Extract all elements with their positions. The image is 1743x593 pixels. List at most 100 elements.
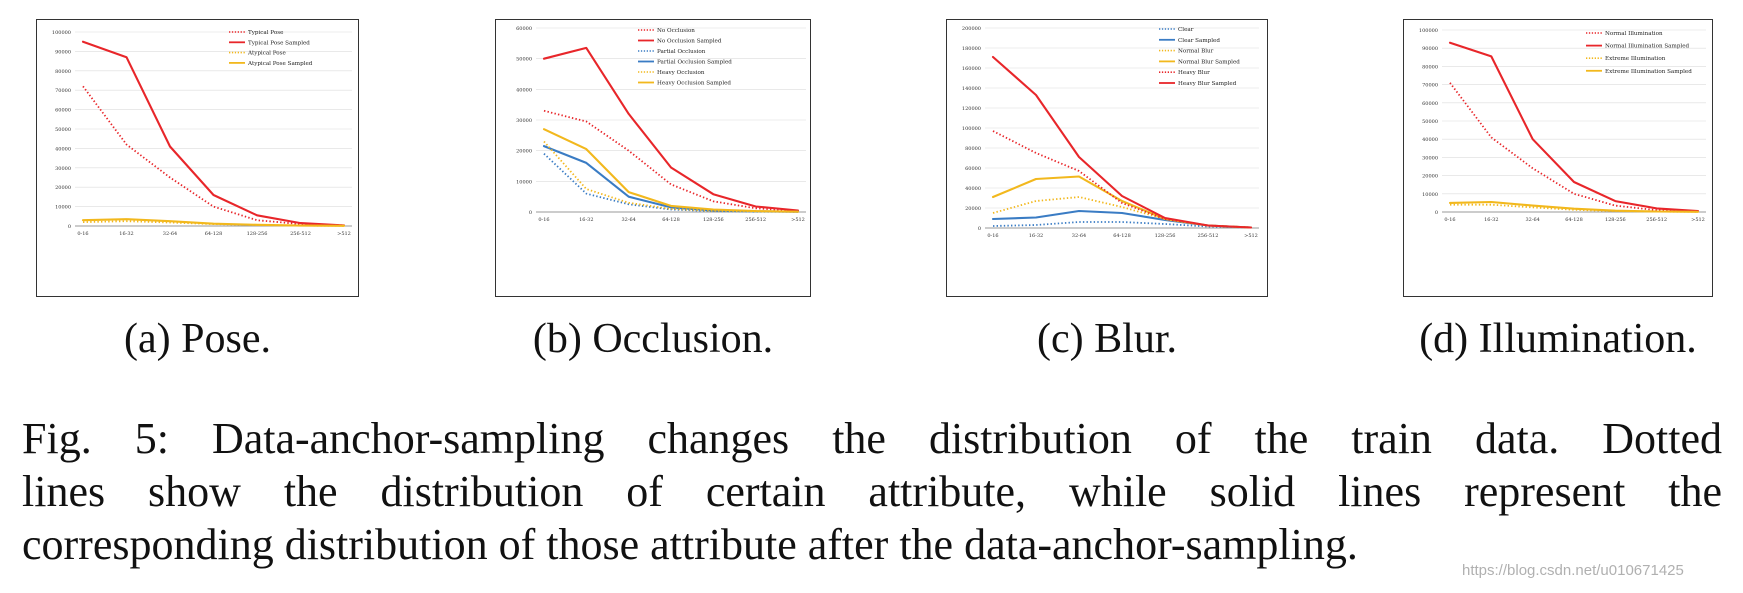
y-tick-label: 60000 [55,108,71,114]
x-tick-label: 128-256 [1155,233,1176,239]
x-tick-label: 0-16 [1444,217,1455,223]
x-tick-label: 256-512 [1198,233,1219,239]
x-tick-label: 256-512 [1646,217,1667,223]
y-tick-label: 200000 [962,26,981,32]
line-chart-illumination: 0 10000 20000 30000 40000 50000 60000 70000 8000… [1419,28,1706,223]
subcaption-occlusion: (b) Occlusion. [532,316,774,362]
legend-label: Normal Illumination [1605,31,1663,37]
series-line [81,218,346,227]
x-tick-label: >512 [1691,217,1705,223]
series-line [991,55,1253,229]
x-tick-label: 0-16 [77,231,88,237]
y-tick-label: 0 [1435,210,1438,216]
chart-panel-illumination: 0 10000 20000 30000 40000 50000 60000 70000 8000… [1403,19,1713,297]
x-tick-label: 16-32 [119,231,133,237]
y-tick-label: 100000 [52,30,71,36]
x-tick-label: 0-16 [538,217,549,223]
series-line [543,109,799,212]
y-tick-label: 70000 [55,88,71,94]
x-tick-label: 64-128 [1113,233,1131,239]
x-tick-label: 16-32 [1484,217,1498,223]
watermark: https://blog.csdn.net/u010671425 [1462,562,1684,579]
subcaption-blur: (c) Blur. [1037,316,1177,362]
x-tick-label: 0-16 [987,233,998,239]
caption-line: lines show the distribution of certain a… [22,467,1722,516]
legend-label: Typical Pose [248,30,284,36]
gridlines [75,31,352,227]
series-line [1448,41,1700,213]
gridlines [536,27,806,213]
x-tick-label: 32-64 [163,231,177,237]
legend-label: Extreme Illumination Sampled [1605,69,1692,75]
y-tick-label: 50000 [1422,119,1438,125]
x-tick-label: 16-32 [1029,233,1043,239]
legend-label: Heavy Blur [1178,70,1210,76]
legend-label: Atypical Pose [247,51,287,57]
y-tick-label: 0 [529,210,532,216]
legend-label: Atypical Pose Sampled [247,61,313,67]
legend-label: Normal Blur [1178,49,1214,55]
y-tick-label: 90000 [55,49,71,55]
subcaption-illumination: (d) Illumination. [1419,316,1697,362]
y-tick-label: 20000 [55,185,71,191]
y-tick-label: 20000 [965,206,981,212]
caption-line: Fig. 5: Data-anchor-sampling changes the… [22,414,1722,463]
y-tick-label: 0 [978,226,981,232]
caption-line: corresponding distribution of those attr… [22,520,1358,569]
series-line [542,128,800,213]
x-tick-label: 16-32 [579,217,593,223]
y-tick-label: 10000 [516,179,532,185]
gridlines [1442,29,1706,213]
legend-label: Normal Illumination Sampled [1605,44,1690,50]
y-tick-label: 80000 [1422,64,1438,70]
x-tick-label: 64-128 [1565,217,1583,223]
y-tick-label: 90000 [1422,46,1438,52]
subcaption-pose: (a) Pose. [124,316,271,362]
chart-panel-occlusion: 0 10000 20000 30000 40000 50000 60000 0-16 16-32… [495,19,811,297]
y-tick-label: 140000 [962,86,981,92]
series-line [1448,200,1700,213]
y-tick-label: 20000 [516,149,532,155]
x-tick-label: 128-256 [247,231,268,237]
y-tick-label: 40000 [1422,137,1438,143]
x-tick-label: 128-256 [703,217,724,223]
legend-label: No Occlusion [657,28,695,34]
x-tick-label: 64-128 [205,231,223,237]
y-tick-label: 50000 [55,127,71,133]
series-line [81,40,346,227]
y-tick-label: 70000 [1422,83,1438,89]
series-line [542,145,800,213]
x-tick-label: >512 [791,217,805,223]
line-chart-blur: 0 20000 40000 60000 80000 100000 120000 140000 1… [962,26,1259,239]
y-tick-label: 60000 [516,26,532,32]
x-tick-label: 32-64 [1072,233,1086,239]
y-tick-label: 40000 [516,87,532,93]
legend-label: Heavy Occlusion Sampled [657,81,731,87]
y-tick-label: 80000 [965,146,981,152]
series-line [543,153,799,213]
y-tick-label: 0 [68,224,71,230]
legend-label: Heavy Blur Sampled [1178,81,1237,87]
x-tick-label: 128-256 [1605,217,1626,223]
legend-label: Normal Blur Sampled [1178,59,1240,65]
y-tick-label: 100000 [1419,28,1438,34]
y-tick-label: 100000 [962,126,981,132]
legend-label: Partial Occlusion [657,49,706,55]
y-tick-label: 40000 [55,146,71,152]
y-tick-label: 120000 [962,106,981,112]
series-line [1449,82,1699,213]
y-tick-label: 60000 [1422,101,1438,107]
x-tick-label: 64-128 [662,217,680,223]
y-tick-label: 40000 [965,186,981,192]
y-tick-label: 50000 [516,57,532,63]
y-tick-label: 160000 [962,66,981,72]
legend-label: Extreme Illumination [1605,56,1666,62]
x-tick-label: >512 [1244,233,1258,239]
chart-panel-pose: 0 10000 20000 30000 40000 50000 60000 70000 8000… [36,19,359,297]
chart-panel-blur: 0 20000 40000 60000 80000 100000 120000 140000 1… [946,19,1268,297]
line-chart-occlusion: 0 10000 20000 30000 40000 50000 60000 0-16 16-32… [516,26,806,223]
y-tick-label: 60000 [965,166,981,172]
x-tick-label: 256-512 [745,217,766,223]
y-tick-label: 180000 [962,46,981,52]
y-tick-label: 10000 [1422,192,1438,198]
